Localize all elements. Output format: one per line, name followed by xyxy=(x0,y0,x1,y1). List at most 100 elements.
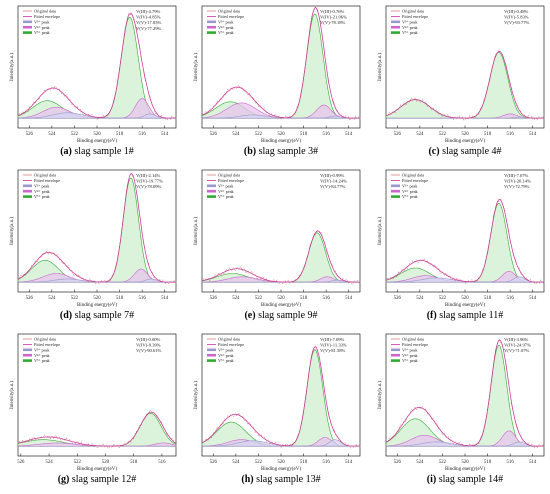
x-tick-label: 526 xyxy=(17,460,25,465)
x-tick-label: 522 xyxy=(74,460,82,465)
y-axis-label: Intensity(a.u.) xyxy=(378,53,383,81)
caption-text: slag sample 7# xyxy=(72,310,134,321)
legend-entry: Fitted envelope xyxy=(402,342,428,347)
legend-entry: V⁴⁺ peak xyxy=(34,25,51,30)
percentage-annotation: V(IV)-20.14% xyxy=(504,179,531,184)
legend-entry: Original data xyxy=(402,9,424,14)
x-tick-label: 524 xyxy=(416,460,424,465)
percentage-annotation: V(IV)-11.33% xyxy=(320,343,347,348)
x-tick-label: 518 xyxy=(484,296,492,301)
legend-entry: Fitted envelope xyxy=(402,178,428,183)
x-tick-label: 518 xyxy=(130,460,138,465)
x-tick-label: 524 xyxy=(232,296,240,301)
percentage-annotation: V(IV)-9.39% xyxy=(136,343,161,348)
x-tick-label: 526 xyxy=(210,460,218,465)
original-data-line xyxy=(201,345,361,449)
x-tick-label: 526 xyxy=(210,132,218,137)
x-tick-label: 522 xyxy=(71,132,79,137)
x-axis-label: Binding energy(eV) xyxy=(445,139,485,144)
x-tick-label: 516 xyxy=(323,460,331,465)
x-tick-label: 518 xyxy=(300,460,308,465)
legend-entry: V³⁺ peak xyxy=(218,19,234,24)
caption-letter: (c) xyxy=(428,146,439,157)
percentage-annotation: V(V)-78.09% xyxy=(136,184,162,189)
fitted-envelope-line xyxy=(17,12,176,119)
fitted-envelope-line xyxy=(17,172,176,283)
percentage-annotation: V(IV)-19.77% xyxy=(136,179,163,184)
legend-entry: V⁵⁺ peak xyxy=(218,358,235,363)
legend-entry: V⁴⁺ peak xyxy=(218,25,235,30)
percentage-annotation: V(V)-78.18% xyxy=(320,20,346,25)
legend-entry: Original data xyxy=(218,337,240,342)
caption-letter: (b) xyxy=(244,146,256,157)
caption-text: slag sample 4# xyxy=(440,146,502,157)
percentage-annotation: V(III)-3.96% xyxy=(504,337,529,342)
caption-letter: (d) xyxy=(60,310,72,321)
x-tick-label: 514 xyxy=(161,132,169,137)
x-tick-label: 520 xyxy=(93,296,101,301)
original-data-line xyxy=(385,50,545,121)
legend-entry: V³⁺ peak xyxy=(218,347,234,352)
x-tick-label: 526 xyxy=(394,460,402,465)
x-tick-label: 516 xyxy=(323,296,331,301)
x-tick-label: 520 xyxy=(102,460,110,465)
x-tick-label: 514 xyxy=(161,296,169,301)
x-tick-label: 514 xyxy=(345,132,353,137)
original-data-line xyxy=(201,6,361,121)
x-tick-label: 518 xyxy=(484,132,492,137)
x-tick-label: 518 xyxy=(484,460,492,465)
percentage-annotation: V(III)-0.76% xyxy=(320,9,345,14)
legend-entry: Fitted envelope xyxy=(218,14,244,19)
percentage-annotation: V(V)-93.77% xyxy=(504,20,530,25)
legend-entry: Original data xyxy=(34,173,56,178)
percentage-annotation: V(V)-77.29% xyxy=(136,26,162,31)
y-axis-label: Intensity(a.u.) xyxy=(378,217,383,245)
x-tick-label: 514 xyxy=(529,132,537,137)
legend-entry: V³⁺ peak xyxy=(402,19,418,24)
percentage-annotation: V(III)-4.79% xyxy=(136,9,161,14)
legend-entry: Fitted envelope xyxy=(218,178,244,183)
x-tick-label: 520 xyxy=(277,460,285,465)
percentage-annotation: V(III)-7.09% xyxy=(320,337,345,342)
x-tick-label: 526 xyxy=(26,132,34,137)
legend-entry: V⁵⁺ peak xyxy=(402,30,419,35)
x-tick-label: 526 xyxy=(394,296,402,301)
x-tick-label: 518 xyxy=(116,296,124,301)
percentage-annotation: V(III)-2.14% xyxy=(136,173,161,178)
x-tick-label: 514 xyxy=(345,460,353,465)
legend-entry: Original data xyxy=(218,173,240,178)
x-tick-label: 522 xyxy=(71,296,79,301)
x-tick-label: 526 xyxy=(394,132,402,137)
percentage-annotation: V(IV)-24.97% xyxy=(504,343,531,348)
x-tick-label: 524 xyxy=(232,460,240,465)
chart-panel: 526 524 522 520 518 516 514 Binding energy(eV) I… xyxy=(10,169,177,321)
chart-panel: 526 524 522 520 518 516 Binding energy(eV) Inte… xyxy=(10,333,177,485)
legend-entry: V³⁺ peak xyxy=(402,183,418,188)
legend-entry: V⁵⁺ peak xyxy=(402,194,419,199)
x-tick-label: 522 xyxy=(439,460,447,465)
caption-letter: (e) xyxy=(244,310,255,321)
caption-text: slag sample 3# xyxy=(256,146,318,157)
percentage-annotation: V(III)-0.48% xyxy=(504,9,529,14)
y-axis-label: Intensity(a.u.) xyxy=(10,381,15,409)
caption-text: slag sample 9# xyxy=(256,310,318,321)
legend-entry: Fitted envelope xyxy=(402,14,428,19)
legend-entry: V⁴⁺ peak xyxy=(402,25,419,30)
x-tick-label: 524 xyxy=(232,132,240,137)
x-tick-label: 522 xyxy=(255,296,263,301)
legend-entry: Fitted envelope xyxy=(34,342,60,347)
legend-entry: Original data xyxy=(402,173,424,178)
x-tick-label: 518 xyxy=(300,296,308,301)
caption-text: slag sample 14# xyxy=(436,474,503,485)
caption-letter: (g) xyxy=(58,474,70,485)
legend-entry: V⁴⁺ peak xyxy=(34,353,51,358)
x-axis-label: Binding energy(eV) xyxy=(261,303,301,308)
caption-letter: (a) xyxy=(60,146,72,157)
chart-panel: 526 524 522 520 518 516 514 Binding energy(eV) I… xyxy=(378,333,545,485)
x-tick-label: 520 xyxy=(277,132,285,137)
legend-entry: Fitted envelope xyxy=(34,14,60,19)
